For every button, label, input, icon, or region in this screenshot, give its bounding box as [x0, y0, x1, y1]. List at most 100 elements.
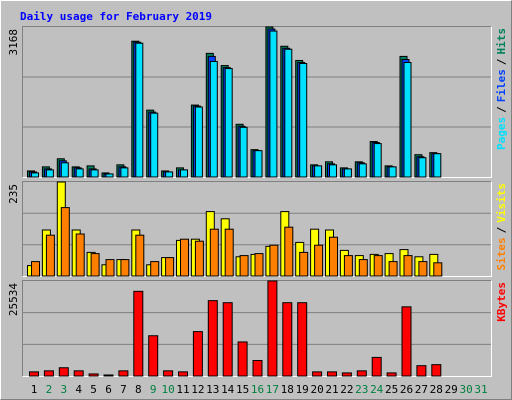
bar: [401, 306, 412, 377]
x-tick-label: 14: [221, 383, 235, 396]
bar: [180, 169, 188, 178]
bar: [329, 236, 338, 277]
bar: [388, 261, 398, 277]
bar: [31, 172, 39, 178]
x-tick-label: 30: [459, 383, 472, 396]
x-tick-label: 10: [161, 383, 174, 396]
bar: [252, 360, 263, 377]
x-tick-label: 7: [120, 383, 127, 396]
bar: [254, 253, 264, 277]
x-tick-label: 6: [105, 383, 112, 396]
bar: [327, 371, 337, 377]
x-tick-label: 13: [206, 383, 219, 396]
x-tick-label: 18: [281, 383, 294, 396]
bar: [29, 371, 39, 377]
bar: [222, 302, 233, 377]
bar: [343, 255, 353, 277]
bar: [358, 259, 368, 277]
x-tick-label: 22: [340, 383, 353, 396]
legend: Sites / Visits: [495, 183, 508, 271]
x-tick-label: 23: [355, 383, 368, 396]
bar: [269, 244, 279, 277]
x-tick-label: 9: [150, 383, 157, 396]
legend-entry: KBytes: [495, 282, 508, 322]
bar: [207, 300, 218, 377]
bar: [150, 112, 159, 178]
bar: [45, 234, 55, 277]
bar: [386, 372, 397, 377]
x-tick-label: 24: [370, 383, 384, 396]
x-tick-label: 27: [415, 383, 428, 396]
bar: [237, 341, 248, 377]
bar: [90, 169, 99, 178]
chart-title: Daily usage for February 2019: [20, 10, 212, 23]
panel-highlight: [22, 26, 492, 178]
bar: [433, 153, 442, 178]
bar: [135, 234, 145, 277]
bar: [194, 240, 204, 277]
bar: [314, 165, 323, 178]
bar: [192, 331, 203, 377]
bar: [75, 168, 84, 178]
bar: [148, 335, 159, 377]
x-tick-label: 19: [296, 383, 309, 396]
x-tick-label: 31: [474, 383, 487, 396]
bar: [356, 370, 367, 377]
bar: [269, 30, 278, 178]
x-tick-label: 1: [31, 383, 38, 396]
bar: [118, 370, 129, 377]
bar: [224, 228, 234, 277]
bar: [284, 226, 294, 277]
x-tick-label: 16: [251, 383, 264, 396]
legend: Pages / Files / Hits: [495, 28, 508, 150]
x-tick-label: 28: [430, 383, 443, 396]
bar: [388, 166, 397, 178]
bar: [239, 126, 248, 178]
x-tick-label: 2: [46, 383, 53, 396]
bar: [135, 42, 144, 178]
bar: [341, 372, 352, 377]
bar: [403, 255, 413, 277]
x-tick-label: 17: [266, 383, 279, 396]
bar: [90, 253, 100, 277]
panel-highlight: [22, 181, 492, 277]
x-tick-label: 3: [60, 383, 67, 396]
legend: KBytes: [495, 282, 508, 322]
x-tick-label: 8: [135, 383, 142, 396]
x-tick-label: 25: [385, 383, 398, 396]
bar: [329, 164, 337, 178]
bar: [431, 364, 442, 377]
bar: [150, 261, 160, 277]
legend-separator: /: [495, 226, 508, 233]
bar: [373, 255, 383, 277]
panel-shadow: [22, 181, 492, 277]
bar: [88, 373, 99, 377]
bar: [133, 290, 144, 377]
bar: [31, 261, 40, 277]
bar: [43, 370, 54, 377]
legend-entry: Hits: [495, 28, 508, 55]
legend-entry: Sites: [495, 237, 508, 270]
bar: [254, 150, 263, 178]
bar: [403, 62, 412, 178]
bar: [60, 207, 70, 277]
bar: [297, 302, 308, 377]
bar: [165, 171, 174, 178]
x-tick-label: 11: [176, 383, 189, 396]
bar: [314, 244, 324, 277]
bar: [267, 280, 278, 377]
x-tick-label: 21: [325, 383, 338, 396]
y-tick-label: 25534: [7, 283, 20, 316]
bar: [433, 262, 443, 277]
bar: [358, 163, 367, 178]
x-tick-label: 4: [75, 383, 82, 396]
bar: [224, 68, 233, 178]
panel-shadow: [22, 280, 492, 377]
x-tick-label: 20: [310, 383, 323, 396]
bar: [178, 371, 188, 377]
legend-separator: /: [495, 58, 508, 65]
bar: [75, 233, 85, 277]
bar: [209, 228, 219, 277]
bar: [60, 162, 69, 178]
